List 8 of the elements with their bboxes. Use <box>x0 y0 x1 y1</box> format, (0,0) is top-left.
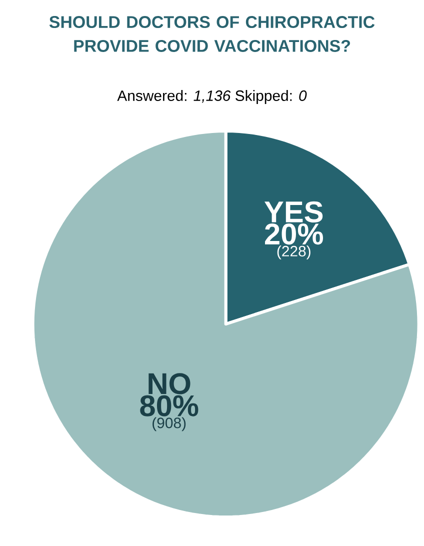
slice-label: YES <box>264 201 323 222</box>
data-label: 20% <box>265 223 324 245</box>
chart-title: SHOULD DOCTORS OF CHIROPRACTIC PROVIDE COVID VACCINATIONS? <box>49 16 375 52</box>
text: (228) <box>277 245 310 260</box>
text: (908) <box>152 417 186 432</box>
slice-label: NO <box>148 373 190 394</box>
data-label: 80% <box>140 395 198 416</box>
chart-subtitle: Answered: 1,136 Skipped: 0 <box>117 90 307 104</box>
